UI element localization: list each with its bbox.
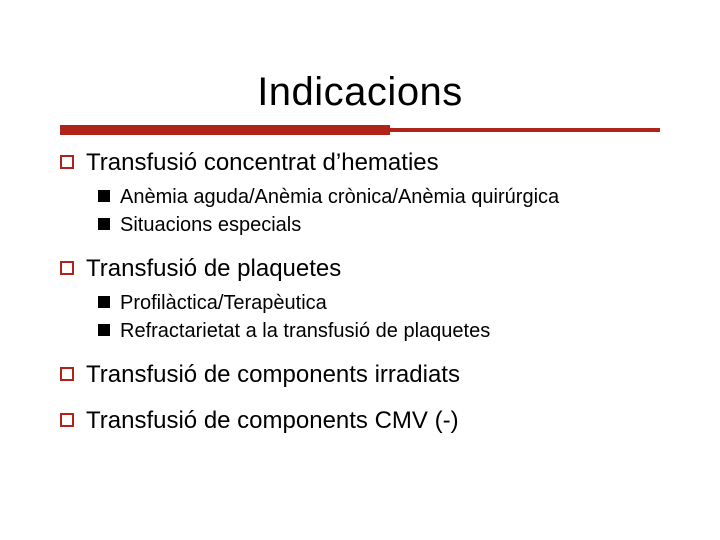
sub-list-item: Profilàctica/Terapèutica	[98, 290, 660, 316]
square-filled-icon	[98, 218, 110, 230]
list-item-label: Transfusió de components CMV (-)	[86, 406, 459, 436]
square-filled-icon	[98, 324, 110, 336]
square-open-icon	[60, 261, 74, 275]
sub-list-item-label: Profilàctica/Terapèutica	[120, 290, 327, 316]
sub-list-item-label: Refractarietat a la transfusió de plaque…	[120, 318, 490, 344]
list-item: Transfusió concentrat d’hematies Anèmia a…	[60, 148, 660, 238]
title-rule	[60, 125, 660, 130]
sub-list-item: Anèmia aguda/Anèmia crònica/Anèmia quirú…	[98, 184, 660, 210]
title-rule-thick	[60, 125, 390, 135]
sub-list: Profilàctica/TerapèuticaRefractarietat a…	[60, 290, 660, 344]
list-item: Transfusió de plaquetes Profilàctica/Tera…	[60, 254, 660, 344]
square-filled-icon	[98, 190, 110, 202]
sub-list-item: Refractarietat a la transfusió de plaque…	[98, 318, 660, 344]
list-item: Transfusió de components irradiats	[60, 360, 660, 390]
slide: Indicacions Transfusió concentrat d’hema…	[0, 0, 720, 540]
list-item-label: Transfusió de plaquetes	[86, 254, 341, 284]
list-item-row: Transfusió de plaquetes	[60, 254, 660, 284]
list-item-label: Transfusió concentrat d’hematies	[86, 148, 439, 178]
square-filled-icon	[98, 296, 110, 308]
sub-list: Anèmia aguda/Anèmia crònica/Anèmia quirú…	[60, 184, 660, 238]
list-item-row: Transfusió de components irradiats	[60, 360, 660, 390]
sub-list-item-label: Situacions especials	[120, 212, 301, 238]
list-item-row: Transfusió concentrat d’hematies	[60, 148, 660, 178]
title-wrap: Indicacions	[60, 70, 660, 115]
bullet-list: Transfusió concentrat d’hematies Anèmia a…	[60, 148, 660, 436]
list-item: Transfusió de components CMV (-)	[60, 406, 660, 436]
square-open-icon	[60, 367, 74, 381]
sub-list-item-label: Anèmia aguda/Anèmia crònica/Anèmia quirú…	[120, 184, 559, 210]
square-open-icon	[60, 155, 74, 169]
slide-title: Indicacions	[60, 70, 660, 115]
square-open-icon	[60, 413, 74, 427]
sub-list-item: Situacions especials	[98, 212, 660, 238]
list-item-label: Transfusió de components irradiats	[86, 360, 460, 390]
list-item-row: Transfusió de components CMV (-)	[60, 406, 660, 436]
